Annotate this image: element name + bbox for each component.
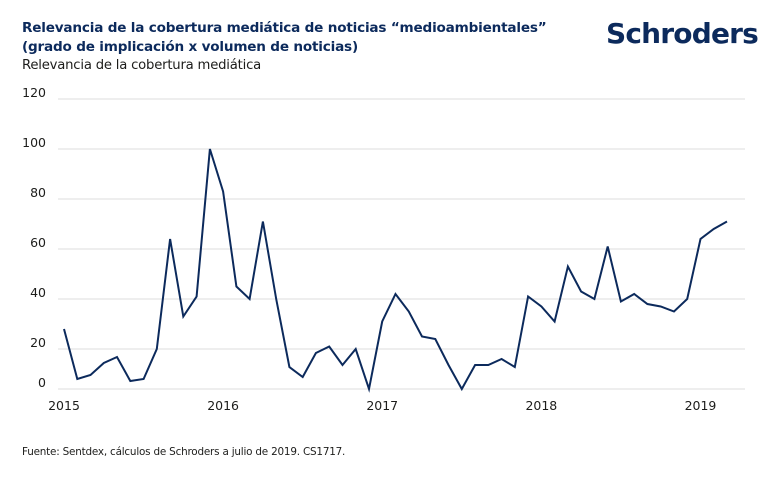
x-tick-label: 2017 — [366, 398, 398, 413]
x-tick-label: 2018 — [525, 398, 557, 413]
y-tick-label: 120 — [22, 85, 46, 100]
x-axis-ticks: 2015 2016 2017 2018 2019 — [48, 398, 716, 413]
series-line — [63, 148, 728, 393]
y-tick-label: 0 — [38, 375, 46, 390]
y-axis-ticks: 0 20 40 60 80 100 120 — [22, 85, 46, 390]
y-tick-label: 40 — [30, 285, 46, 300]
x-tick-label: 2016 — [207, 398, 239, 413]
y-tick-label: 60 — [30, 235, 46, 250]
chart-title: Relevancia de la cobertura mediática de … — [22, 20, 547, 55]
gridlines — [58, 98, 745, 390]
schroders-logo: Schroders — [606, 17, 759, 50]
y-tick-label: 80 — [30, 185, 46, 200]
x-tick-label: 2019 — [685, 398, 717, 413]
y-axis-label: Relevancia de la cobertura mediática — [22, 58, 261, 73]
x-tick-label: 2015 — [48, 398, 80, 413]
source-note: Fuente: Sentdex, cálculos de Schroders a… — [22, 446, 346, 458]
y-tick-label: 100 — [22, 135, 46, 150]
y-tick-label: 20 — [30, 335, 46, 350]
series-layer — [63, 148, 728, 393]
